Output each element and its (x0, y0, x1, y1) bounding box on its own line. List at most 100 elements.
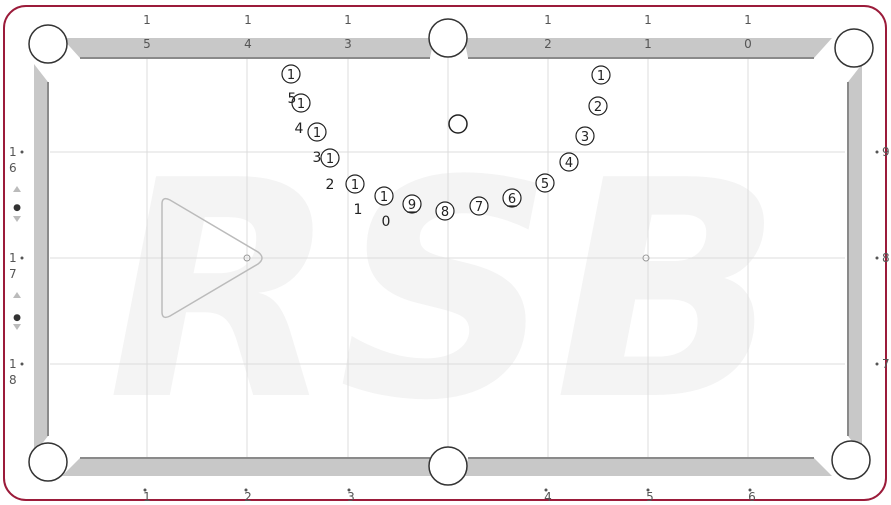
ball-2: 2 (588, 96, 608, 116)
ball-circle (591, 65, 611, 85)
pocket-bottom-left (28, 442, 68, 482)
right-label: 7 (882, 357, 890, 371)
left-diamond (20, 256, 24, 260)
ball-circle (307, 122, 327, 142)
ball-digit: 2 (326, 177, 335, 193)
svg-text:●: ● (13, 203, 21, 213)
right-label: 9 (882, 145, 890, 159)
ball-9: 9 (402, 194, 422, 214)
bottom-right-rail (464, 458, 832, 476)
top-label-upper: 1 (544, 13, 552, 27)
ball-number: 1 (297, 97, 305, 112)
ball-8: 8 (435, 201, 455, 221)
pockets (28, 18, 874, 486)
left-label-upper: 1 (9, 251, 17, 265)
top-label-upper: 1 (644, 13, 652, 27)
ball-circle (588, 96, 608, 116)
ball-circle (320, 148, 340, 168)
rails (34, 38, 862, 476)
ball-11: 1 (345, 174, 365, 194)
right-labels: 9 8 7 (875, 145, 890, 371)
bottom-label: 5 (646, 490, 654, 504)
ball-digit: 0 (382, 214, 391, 230)
ball-number: 3 (581, 130, 589, 145)
pocket-bottom-middle (428, 446, 468, 486)
top-label-upper: 1 (344, 13, 352, 27)
ball-6: 6 (502, 188, 522, 208)
top-label-lower: 4 (244, 37, 252, 51)
head-spot (642, 254, 650, 262)
right-diamond (875, 362, 879, 366)
ball-3: 3 (575, 126, 595, 146)
grid (50, 58, 845, 460)
left-label-upper: 1 (9, 145, 17, 159)
bottom-left-rail (62, 458, 434, 476)
bottom-diamond (646, 488, 650, 492)
left-side-markers: ● ● (13, 186, 21, 330)
ball-circle (469, 196, 489, 216)
left-label-lower: 7 (9, 267, 17, 281)
ball-circle (281, 64, 301, 84)
ball-number: 4 (565, 156, 573, 171)
ball-12: 1 (320, 148, 340, 168)
ball-number: 9 (408, 198, 416, 213)
ball-10: 1 (374, 186, 394, 206)
pocket-bottom-right (831, 440, 871, 480)
left-label-upper: 1 (9, 357, 17, 371)
ball-13: 1 (307, 122, 327, 142)
stray-digits: 5 432 1 0 (288, 91, 391, 230)
top-label-lower: 3 (344, 37, 352, 51)
cue-ball (448, 114, 468, 134)
bottom-diamond (748, 488, 752, 492)
ball-14: 1 (291, 93, 311, 113)
ball-circle (575, 126, 595, 146)
right-diamond (875, 256, 879, 260)
ball-digit: 4 (295, 121, 304, 137)
ball-number: 6 (508, 192, 516, 207)
top-label-upper: 1 (143, 13, 151, 27)
ball-circle (345, 174, 365, 194)
bottom-labels: 1 2 3 4 5 6 (143, 488, 756, 504)
left-label-lower: 6 (9, 161, 17, 175)
right-label: 8 (882, 251, 890, 265)
ball-circle (402, 194, 422, 214)
top-label-lower: 0 (744, 37, 752, 51)
ball-number: 1 (597, 69, 605, 84)
right-rail (848, 64, 862, 454)
bottom-diamond (347, 488, 351, 492)
top-right-rail (464, 38, 832, 58)
ball-number: 5 (541, 177, 549, 192)
ball-5: 5 (535, 173, 555, 193)
ball-7: 7 (469, 196, 489, 216)
ball-circle (535, 173, 555, 193)
top-label-lower: 2 (544, 37, 552, 51)
ball-4: 4 (559, 152, 579, 172)
ball-number: 1 (326, 152, 334, 167)
pocket-top-right (834, 28, 874, 68)
pocket-top-left (28, 24, 68, 64)
top-label-upper: 1 (244, 13, 252, 27)
ball-number: 1 (380, 190, 388, 205)
top-label-upper: 1 (744, 13, 752, 27)
bottom-label: 1 (143, 490, 151, 504)
ball-circle (559, 152, 579, 172)
watermark: RSB (107, 117, 783, 466)
ball-number: 1 (351, 178, 359, 193)
left-labels: 1 6 1 7 1 8 (9, 145, 24, 387)
left-rail (34, 64, 48, 454)
ball-number: 7 (475, 200, 483, 215)
bottom-label: 4 (544, 490, 552, 504)
table-frame (3, 5, 887, 501)
ball-15: 1 (281, 64, 301, 84)
left-diamond (20, 150, 24, 154)
top-labels: 1 5 1 4 1 3 1 2 1 1 1 0 (143, 13, 752, 51)
ball-number: 8 (441, 205, 449, 220)
ball-circle (502, 188, 522, 208)
left-label-lower: 8 (9, 373, 17, 387)
ball-circle (435, 201, 455, 221)
ball-digit: 3 (313, 150, 322, 166)
bottom-label: 3 (347, 490, 355, 504)
ball-circle (291, 93, 311, 113)
